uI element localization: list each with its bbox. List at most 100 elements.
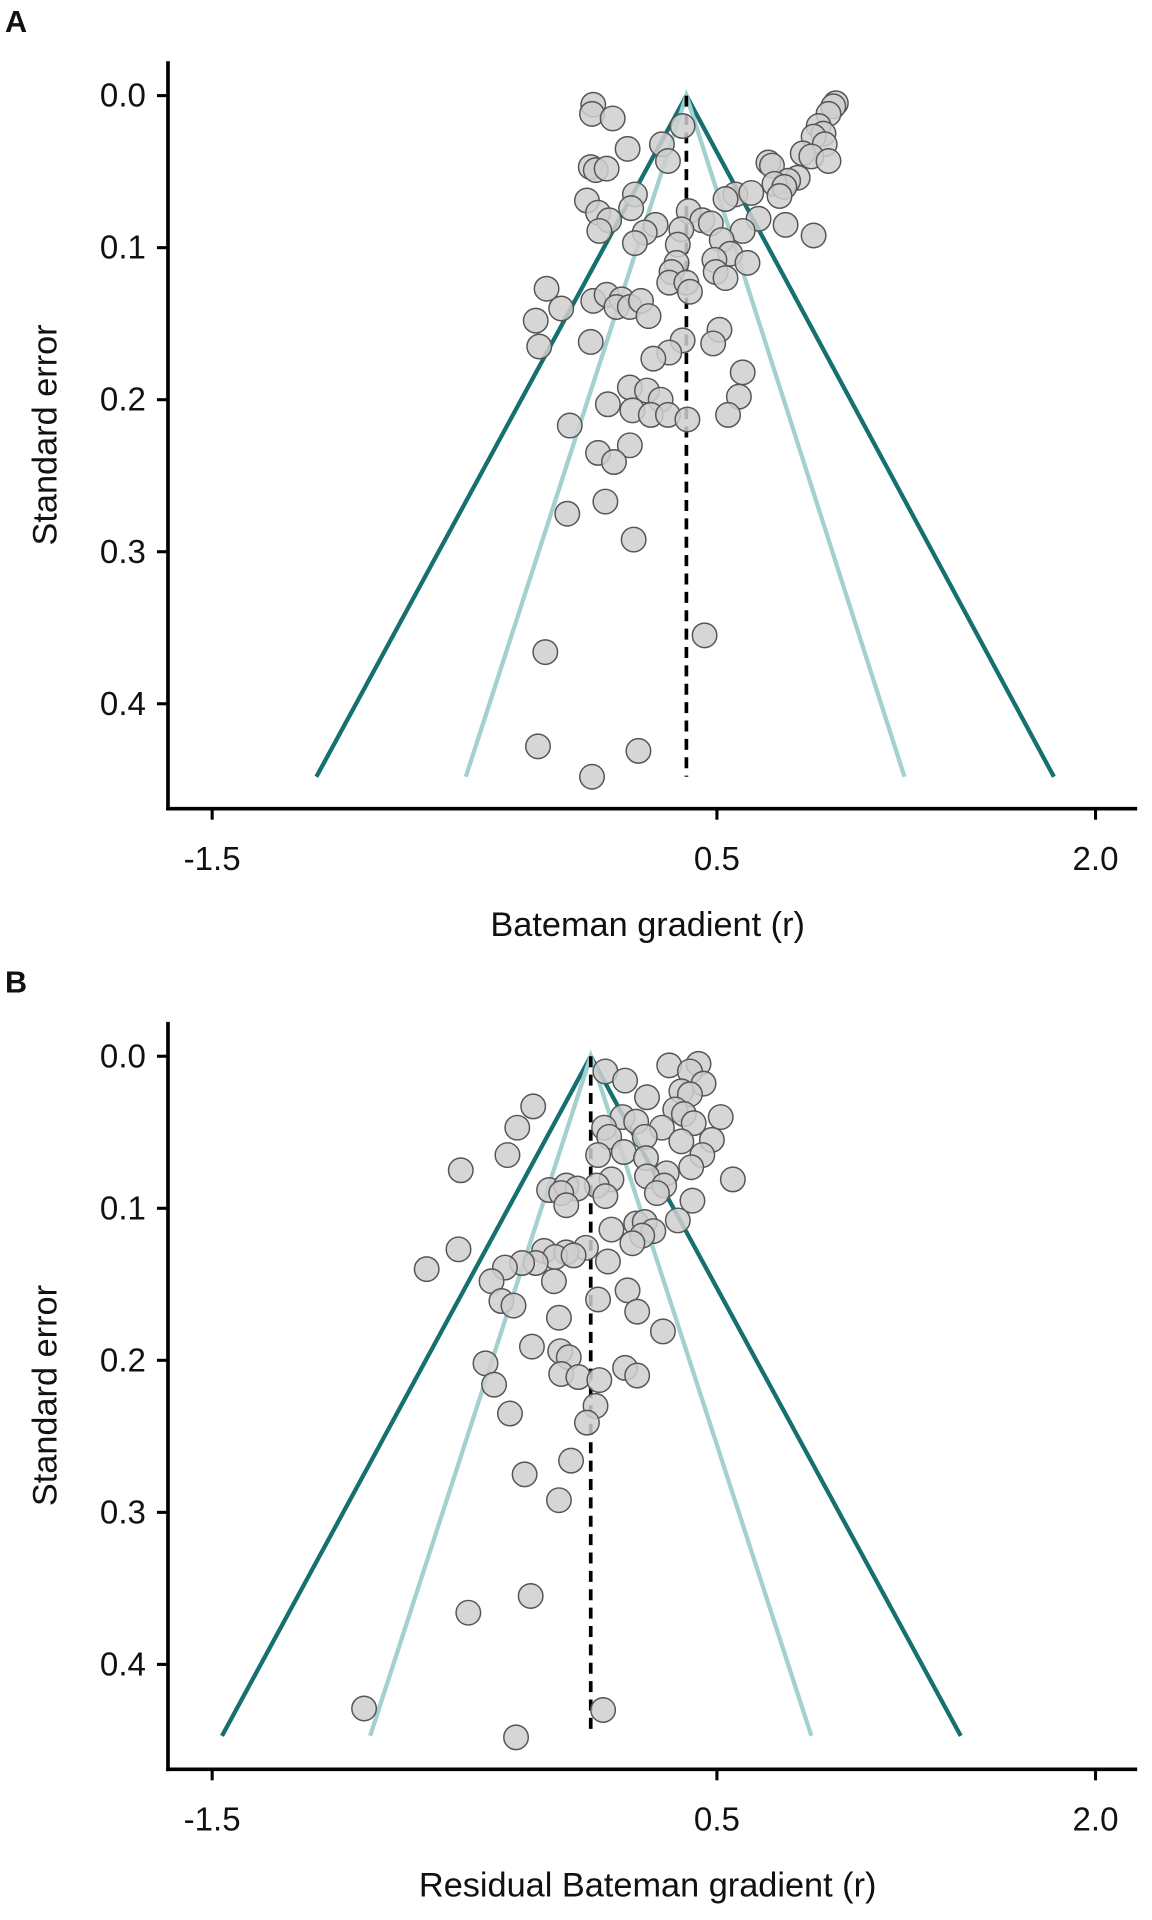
point <box>678 1154 705 1181</box>
point <box>707 1104 734 1131</box>
point <box>558 1447 585 1474</box>
point <box>691 622 718 649</box>
x-axis-label: Residual Bateman gradient (r) <box>419 1867 877 1905</box>
y-tick-label: 0.3 <box>100 534 146 571</box>
panel-label: B <box>5 965 27 999</box>
x-tick-label: 0.5 <box>694 841 740 878</box>
point <box>592 1183 619 1210</box>
point <box>554 500 581 527</box>
point <box>635 303 662 330</box>
point <box>556 412 583 439</box>
point <box>640 345 667 372</box>
x-tick-label: -1.5 <box>184 1802 241 1839</box>
point <box>517 1582 544 1609</box>
point <box>738 179 765 206</box>
point <box>526 333 553 360</box>
point <box>619 1230 646 1257</box>
point <box>719 1166 746 1193</box>
point <box>455 1599 482 1626</box>
point <box>533 275 560 302</box>
point <box>522 307 549 334</box>
point <box>413 1256 440 1283</box>
point <box>612 1067 639 1094</box>
point <box>585 1286 612 1313</box>
point <box>621 230 648 257</box>
point <box>579 763 605 790</box>
x-tick-label: 0.5 <box>694 1802 740 1839</box>
panel-label: A <box>5 5 27 39</box>
point <box>668 1128 695 1155</box>
point <box>624 1298 651 1325</box>
y-tick-label: 0.1 <box>100 230 146 267</box>
point <box>504 1114 531 1141</box>
point <box>525 733 551 760</box>
y-tick-label: 0.1 <box>100 1190 146 1227</box>
point <box>503 1724 530 1751</box>
point <box>599 105 626 132</box>
point <box>518 1333 545 1360</box>
point <box>679 1187 706 1214</box>
point <box>545 1304 572 1331</box>
y-tick-label: 0.0 <box>100 1038 146 1075</box>
point <box>815 148 842 174</box>
point <box>620 526 647 553</box>
point <box>712 265 739 292</box>
point <box>500 1292 527 1319</box>
x-tick-label: 2.0 <box>1073 1802 1119 1839</box>
point <box>594 391 621 418</box>
y-tick-label: 0.4 <box>100 1646 146 1683</box>
point <box>577 328 604 355</box>
point <box>649 1318 676 1345</box>
x-axis-label: Bateman gradient (r) <box>490 906 805 944</box>
point <box>590 1697 617 1723</box>
point <box>586 217 613 244</box>
point <box>624 1362 651 1389</box>
point <box>654 148 681 174</box>
point <box>560 1242 587 1269</box>
point <box>585 1142 612 1169</box>
point <box>610 1139 637 1166</box>
point <box>700 330 727 357</box>
y-tick-label: 0.2 <box>100 1342 146 1379</box>
y-axis-label: Standard error <box>26 324 64 545</box>
point <box>593 155 620 182</box>
point <box>634 1084 661 1111</box>
y-tick-label: 0.3 <box>100 1494 146 1531</box>
point <box>680 1110 707 1137</box>
point <box>669 113 696 140</box>
point <box>676 278 703 305</box>
point <box>545 1487 572 1514</box>
point <box>511 1461 538 1488</box>
point <box>712 186 739 212</box>
point <box>734 249 761 276</box>
point <box>494 1142 521 1169</box>
point <box>553 1192 580 1219</box>
point <box>447 1157 474 1184</box>
point <box>481 1371 508 1398</box>
point <box>496 1400 523 1427</box>
point <box>520 1093 547 1120</box>
point <box>625 737 652 764</box>
point <box>594 1248 621 1275</box>
y-tick-label: 0.0 <box>100 78 146 115</box>
point <box>351 1695 378 1722</box>
point <box>586 1367 613 1394</box>
point <box>643 1180 670 1207</box>
point <box>618 195 645 222</box>
y-axis-label: Standard error <box>26 1285 64 1506</box>
point <box>540 1268 567 1295</box>
y-tick-label: 0.4 <box>100 686 146 723</box>
x-tick-label: -1.5 <box>184 841 241 878</box>
point <box>715 401 742 428</box>
point <box>592 488 619 515</box>
point <box>614 135 641 162</box>
point <box>664 1207 691 1234</box>
point <box>674 406 701 433</box>
point <box>445 1236 472 1263</box>
point <box>616 432 643 459</box>
point <box>800 222 827 249</box>
y-tick-label: 0.2 <box>100 382 146 419</box>
point <box>766 182 793 209</box>
